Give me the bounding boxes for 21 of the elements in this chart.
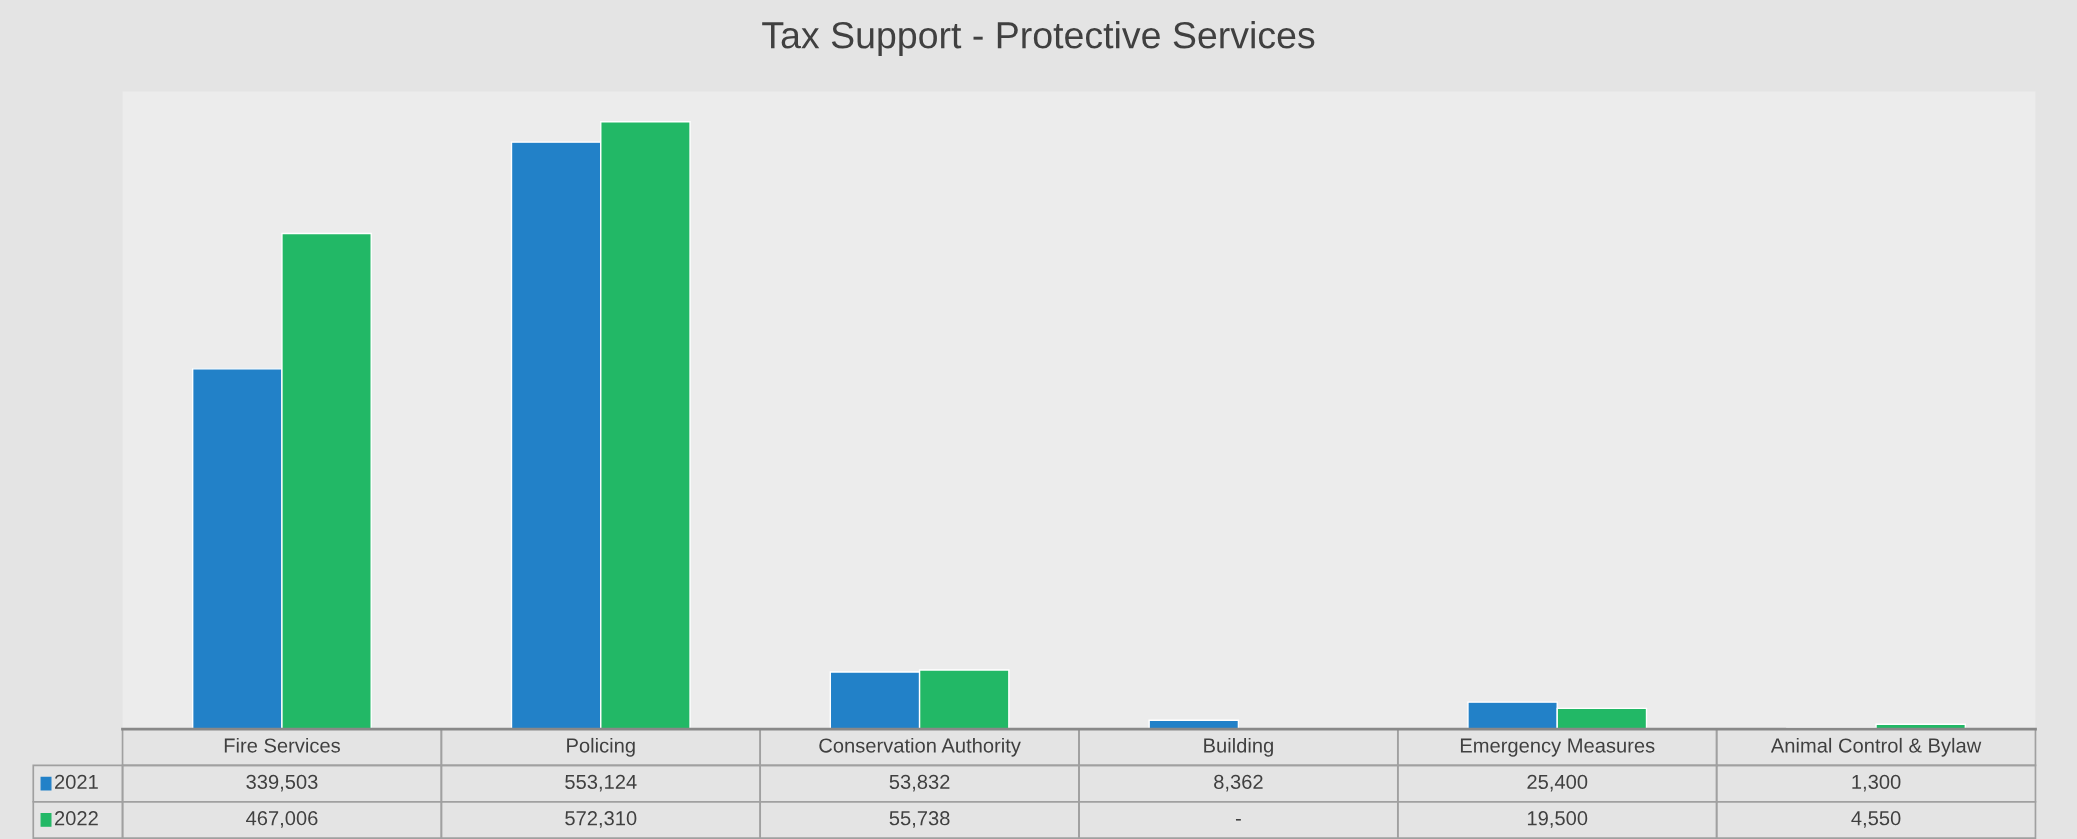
data-label: 467,006 xyxy=(246,811,318,828)
chart-title: Tax Support - Protective Services xyxy=(762,20,1315,56)
data-label: 8,362 xyxy=(1214,774,1263,792)
x-tick-label: Fire Services xyxy=(224,737,340,753)
x-tick-label: Policing xyxy=(567,737,635,757)
data-label: 339,503 xyxy=(246,774,318,792)
data-label: 572,310 xyxy=(565,811,637,828)
data-label: 1,300 xyxy=(1852,774,1901,792)
data-label: 55,738 xyxy=(889,811,950,828)
data-label: 53,832 xyxy=(889,774,950,792)
x-tick-label: Emergency Measures xyxy=(1460,738,1655,757)
x-tick-label: Animal Control & Bylaw xyxy=(1770,737,1982,757)
legend-label: 2022 xyxy=(55,811,98,826)
data-label: 553,124 xyxy=(565,774,637,792)
data-label: 4,550 xyxy=(1851,811,1901,828)
legend-label: 2021 xyxy=(55,774,98,790)
x-tick-label: Conservation Authority xyxy=(819,737,1021,757)
data-label: 25,400 xyxy=(1527,774,1588,792)
x-tick-label: Building xyxy=(1204,737,1273,757)
text: - xyxy=(1235,819,1241,821)
data-label: 19,500 xyxy=(1527,811,1588,828)
